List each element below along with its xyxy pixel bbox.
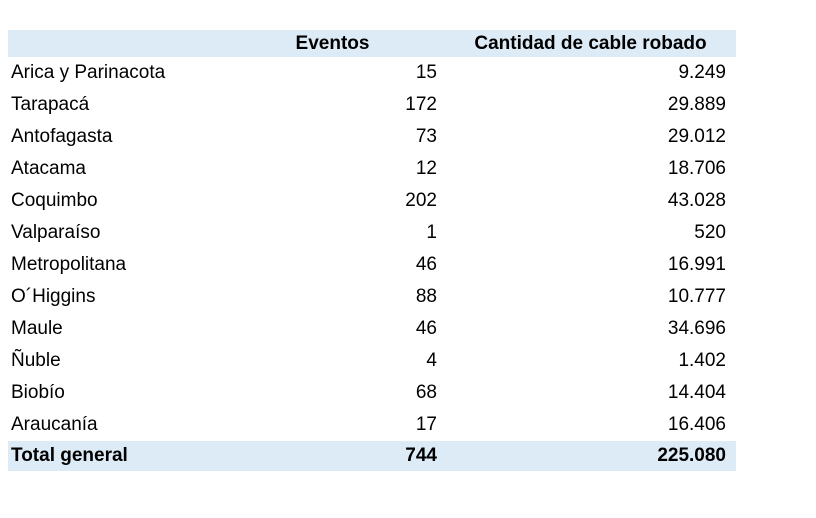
region-cell: Maule (11, 318, 63, 339)
header-row: Eventos Cantidad de cable robado (8, 30, 736, 57)
table-row: Coquimbo 202 43.028 (8, 185, 736, 217)
region-cell: Atacama (11, 158, 86, 179)
header-cell-eventos: Eventos (220, 30, 445, 57)
eventos-cell: 17 (415, 414, 437, 435)
cantidad-cell: 43.028 (667, 190, 726, 211)
table-row: O´Higgins 88 10.777 (8, 281, 736, 313)
cantidad-cell: 1.402 (678, 350, 726, 371)
cantidad-cell: 34.696 (667, 318, 726, 339)
table-row: Tarapacá 172 29.889 (8, 89, 736, 121)
eventos-cell: 46 (415, 254, 437, 275)
table-row: Arica y Parinacota 15 9.249 (8, 57, 736, 89)
eventos-cell: 68 (415, 382, 437, 403)
cantidad-cell: 16.406 (667, 414, 726, 435)
total-cantidad-value: 225.080 (445, 441, 736, 471)
region-cell: Ñuble (11, 350, 61, 371)
eventos-cell: 202 (405, 190, 437, 211)
region-cell: Metropolitana (11, 254, 127, 275)
region-cell: Arica y Parinacota (11, 62, 166, 83)
table-header: Eventos Cantidad de cable robado (8, 30, 736, 57)
cantidad-cell: 10.777 (667, 286, 726, 307)
eventos-cell: 4 (426, 350, 437, 371)
total-eventos-value: 744 (220, 441, 445, 471)
region-cell: Tarapacá (11, 94, 90, 115)
region-cell: Araucanía (11, 414, 98, 435)
table-row: Araucanía 17 16.406 (8, 409, 736, 441)
eventos-cell: 1 (426, 222, 437, 243)
table-row: Maule 46 34.696 (8, 313, 736, 345)
eventos-cell: 46 (415, 318, 437, 339)
region-cell: O´Higgins (11, 286, 96, 307)
region-cell: Biobío (11, 382, 65, 403)
header-cell-cantidad: Cantidad de cable robado (445, 30, 736, 57)
table-row: Valparaíso 1 520 (8, 217, 736, 249)
table-row: Biobío 68 14.404 (8, 377, 736, 409)
table-body: Arica y Parinacota 15 9.249 Tarapacá 172 29.8… (8, 57, 736, 441)
cantidad-cell: 29.889 (667, 94, 726, 115)
header-cell-region (8, 30, 220, 57)
cantidad-cell: 29.012 (667, 126, 726, 147)
eventos-cell: 12 (415, 158, 437, 179)
region-cell: Valparaíso (11, 222, 101, 243)
table-row: Metropolitana 46 16.991 (8, 249, 736, 281)
eventos-cell: 172 (405, 94, 437, 115)
region-cell: Antofagasta (11, 126, 113, 147)
eventos-cell: 73 (415, 126, 437, 147)
table-footer: Total general 744 225.080 (8, 441, 736, 471)
cantidad-cell: 16.991 (667, 254, 726, 275)
pivot-table: Eventos Cantidad de cable robado Arica y… (8, 30, 736, 471)
eventos-cell: 88 (415, 286, 437, 307)
table-row: Antofagasta 73 29.012 (8, 121, 736, 153)
cantidad-cell: 9.249 (678, 62, 726, 83)
eventos-cell: 15 (415, 62, 437, 83)
total-label: Total general (8, 441, 220, 471)
cantidad-cell: 18.706 (667, 158, 726, 179)
table-row: Atacama 12 18.706 (8, 153, 736, 185)
region-cell: Coquimbo (11, 190, 98, 211)
total-row: Total general 744 225.080 (8, 441, 736, 471)
table-row: Ñuble 4 1.402 (8, 345, 736, 377)
cantidad-cell: 14.404 (667, 382, 726, 403)
cantidad-cell: 520 (694, 222, 726, 243)
